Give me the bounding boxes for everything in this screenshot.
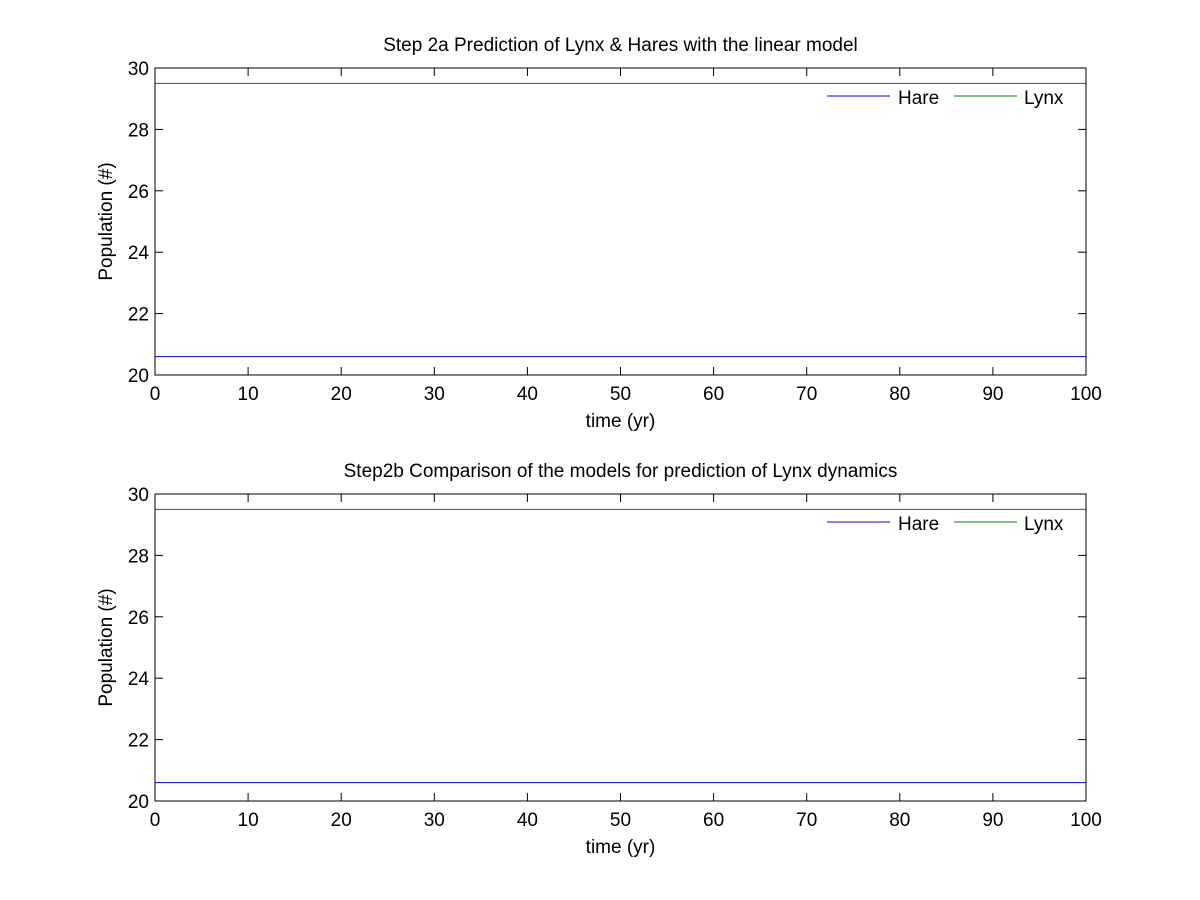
x-tick-label: 90 xyxy=(982,384,1003,405)
x-tick-label: 60 xyxy=(703,384,724,405)
x-tick-label: 50 xyxy=(610,810,631,831)
x-tick-label: 80 xyxy=(889,384,910,405)
legend: Hare Lynx xyxy=(827,514,1064,535)
y-tick-label: 24 xyxy=(128,243,150,264)
y-tick-label: 22 xyxy=(128,731,149,752)
x-tick-label: 20 xyxy=(331,384,352,405)
x-tick-label: 70 xyxy=(796,384,817,405)
chart-title: Step2b Comparison of the models for pred… xyxy=(344,461,898,482)
x-tick-label: 10 xyxy=(238,384,259,405)
x-axis-label: time (yr) xyxy=(586,837,656,858)
legend-label-hare: Hare xyxy=(898,88,939,109)
y-tick-label: 24 xyxy=(128,669,150,690)
y-tick-label: 28 xyxy=(128,546,149,567)
x-tick-label: 0 xyxy=(150,810,161,831)
plot-layer xyxy=(154,493,1087,802)
legend-label-lynx: Lynx xyxy=(1024,88,1064,109)
axes-box xyxy=(154,67,1087,376)
x-tick-label: 0 xyxy=(150,384,161,405)
y-axis-label: Population (#) xyxy=(96,162,117,280)
y-tick-label: 28 xyxy=(128,120,149,141)
x-tick-label: 100 xyxy=(1070,384,1102,405)
subplot-top: Step 2a Prediction of Lynx & Hares with … xyxy=(96,35,1102,432)
y-tick-label: 22 xyxy=(128,305,149,326)
x-tick-label: 30 xyxy=(424,384,445,405)
y-tick-label: 20 xyxy=(128,792,149,813)
chart-title: Step 2a Prediction of Lynx & Hares with … xyxy=(383,35,858,56)
x-tick-label: 40 xyxy=(517,810,538,831)
x-axis-label: time (yr) xyxy=(586,411,656,432)
y-tick-label: 30 xyxy=(128,485,149,506)
x-tick-label: 20 xyxy=(331,810,352,831)
x-tick-label: 80 xyxy=(889,810,910,831)
x-tick-label: 60 xyxy=(703,810,724,831)
subplot-bottom: Step2b Comparison of the models for pred… xyxy=(96,461,1102,858)
x-tick-label: 50 xyxy=(610,384,631,405)
legend-label-hare: Hare xyxy=(898,514,939,535)
axes-box xyxy=(154,493,1087,802)
x-tick-label: 10 xyxy=(238,810,259,831)
x-tick-label: 90 xyxy=(982,810,1003,831)
y-tick-label: 26 xyxy=(128,608,149,629)
x-tick-label: 70 xyxy=(796,810,817,831)
y-axis-label: Population (#) xyxy=(96,588,117,706)
y-tick-label: 20 xyxy=(128,366,149,387)
y-tick-label: 30 xyxy=(128,59,149,80)
legend-label-lynx: Lynx xyxy=(1024,514,1064,535)
y-tick-label: 26 xyxy=(128,182,149,203)
x-tick-label: 100 xyxy=(1070,810,1102,831)
x-tick-label: 30 xyxy=(424,810,445,831)
legend: Hare Lynx xyxy=(827,88,1064,109)
x-tick-label: 40 xyxy=(517,384,538,405)
